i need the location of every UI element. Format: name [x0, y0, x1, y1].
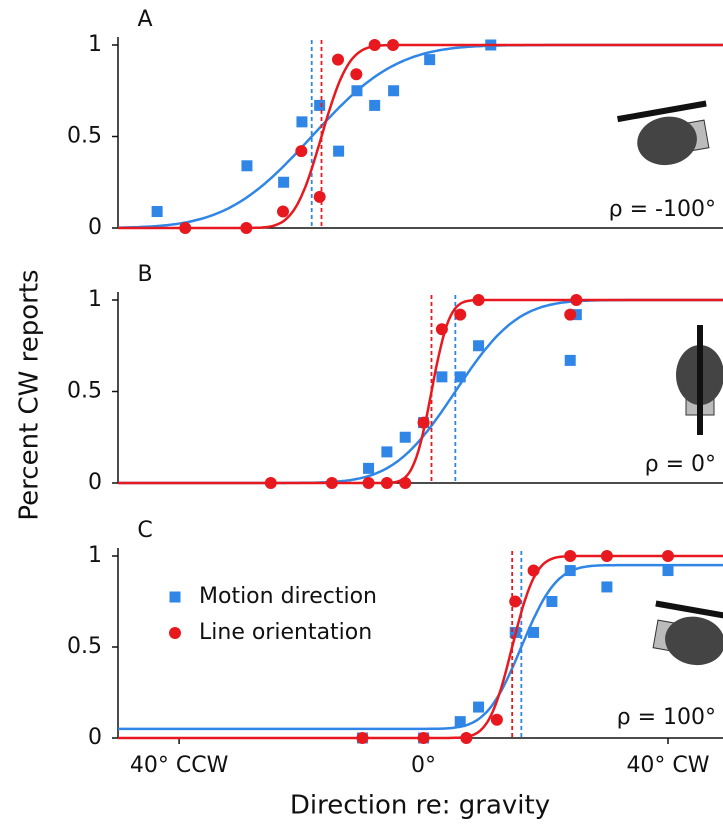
- data-point: [435, 323, 448, 336]
- data-point: [662, 550, 674, 562]
- x-axis-label: Direction re: gravity: [290, 791, 550, 821]
- data-point: [296, 116, 308, 128]
- data-point: [564, 550, 577, 562]
- panel-label: B: [137, 262, 152, 287]
- data-point: [362, 477, 375, 489]
- y-tick-label: 0: [88, 470, 102, 495]
- fit-curve: [118, 563, 723, 731]
- data-point: [369, 99, 381, 111]
- y-tick-label: 0: [88, 215, 102, 240]
- data-point: [546, 596, 558, 607]
- data-point: [570, 294, 583, 306]
- data-point: [454, 308, 467, 321]
- data-point: [473, 340, 485, 352]
- data-point: [356, 732, 369, 744]
- data-point: [333, 145, 345, 157]
- panel-label: C: [137, 518, 152, 543]
- data-point: [490, 713, 503, 726]
- data-point: [460, 732, 473, 744]
- data-point: [313, 190, 326, 203]
- data-point: [151, 206, 163, 218]
- data-point: [314, 99, 326, 111]
- data-point: [325, 477, 338, 489]
- x-tick-label: 40° CCW: [130, 753, 229, 778]
- data-point: [295, 145, 308, 158]
- data-point: [564, 308, 577, 321]
- x-tick-label: 0°: [411, 753, 436, 778]
- y-tick-label: 0.5: [67, 634, 102, 659]
- legend-label: Line orientation: [199, 620, 372, 645]
- data-point: [424, 54, 436, 66]
- y-tick-label: 0.5: [67, 379, 102, 404]
- y-tick-label: 1: [88, 287, 102, 312]
- data-point: [264, 477, 277, 489]
- y-tick-label: 0.5: [67, 124, 102, 149]
- data-point: [564, 565, 576, 577]
- legend-label: Motion direction: [199, 584, 377, 609]
- y-axis-label: Percent CW reports: [15, 269, 45, 520]
- data-point: [509, 595, 522, 608]
- data-point: [368, 39, 381, 51]
- data-point: [278, 176, 290, 188]
- y-tick-label: 1: [88, 543, 102, 568]
- y-tick-label: 1: [88, 32, 102, 57]
- head-icon-a: [617, 100, 710, 166]
- data-point: [381, 446, 393, 458]
- data-point: [564, 354, 576, 366]
- data-point: [454, 371, 466, 383]
- data-point: [454, 716, 466, 728]
- legend-marker: [169, 627, 181, 639]
- y-tick-label: 0: [88, 725, 102, 750]
- data-point: [399, 431, 411, 443]
- data-point: [570, 309, 582, 321]
- data-point: [363, 462, 375, 474]
- data-point: [600, 550, 613, 562]
- head-icon-c: [652, 600, 723, 666]
- annotation: ρ = -100°: [609, 197, 716, 222]
- data-point: [399, 477, 412, 489]
- data-point: [240, 222, 253, 234]
- data-point: [662, 565, 674, 577]
- annotation: ρ = 100°: [617, 705, 716, 730]
- data-point: [277, 205, 289, 218]
- data-point: [332, 53, 344, 66]
- fit-curve: [118, 298, 723, 485]
- data-point: [351, 85, 363, 97]
- data-point: [179, 222, 192, 234]
- data-point: [528, 626, 540, 638]
- panel-label: A: [137, 7, 152, 32]
- x-tick-label: 40° CW: [626, 753, 709, 778]
- annotation: ρ = 0°: [645, 452, 716, 477]
- data-point: [417, 416, 430, 429]
- fit-curve: [118, 43, 723, 230]
- data-point: [473, 701, 485, 713]
- legend-marker: [169, 591, 181, 603]
- head-icon-b: [676, 325, 723, 435]
- data-point: [380, 477, 393, 489]
- fit-curve: [118, 298, 723, 485]
- data-point: [387, 39, 399, 51]
- data-point: [388, 85, 400, 97]
- data-point: [527, 564, 540, 577]
- data-point: [601, 581, 613, 593]
- data-point: [417, 732, 430, 744]
- data-point: [472, 294, 485, 306]
- data-point: [350, 68, 363, 81]
- data-point: [241, 160, 253, 172]
- data-point: [436, 371, 448, 383]
